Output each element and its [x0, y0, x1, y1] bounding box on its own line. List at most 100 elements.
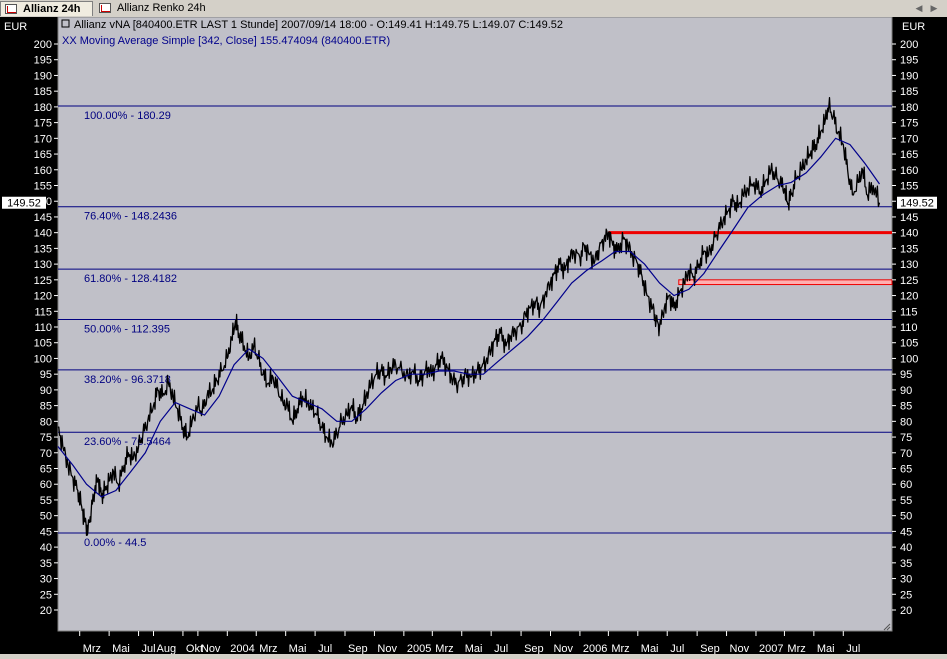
y-tick-label-right-60: 60 [900, 479, 912, 491]
y-tick-label-left-35: 35 [40, 558, 52, 570]
x-tick-label-25: Mrz [787, 643, 805, 654]
y-tick-label-right-80: 80 [900, 416, 912, 428]
x-tick-label-2: Jul [142, 643, 156, 654]
moving-average-line [57, 137, 880, 498]
fib-label-0: 100.00% - 180.29 [84, 110, 171, 122]
arrow-left-icon[interactable]: ◀ [915, 3, 923, 13]
y-tick-label-left-125: 125 [34, 275, 52, 287]
arrow-right-icon[interactable]: ▶ [930, 3, 938, 13]
x-tick-label-24: 2007 [759, 643, 783, 654]
last-price-label-right: 149.52 [900, 198, 934, 210]
x-tick-label-3: Aug [157, 643, 177, 654]
x-tick-label-4: Okt [186, 643, 203, 654]
y-tick-label-left-80: 80 [40, 416, 52, 428]
header-ma-info: XX Moving Average Simple [342, Close] 15… [62, 35, 390, 47]
y-tick-label-left-85: 85 [40, 401, 52, 413]
y-tick-label-right-40: 40 [900, 542, 912, 554]
x-tick-label-7: Mrz [259, 643, 277, 654]
header-price-info: Allianz vNA [840400.ETR LAST 1 Stunde] 2… [74, 19, 563, 31]
y-tick-label-right-170: 170 [900, 133, 918, 145]
y-tick-label-left-100: 100 [34, 353, 52, 365]
y-tick-label-left-200: 200 [34, 39, 52, 51]
y-tick-label-left-20: 20 [40, 605, 52, 617]
y-tick-label-left-50: 50 [40, 511, 52, 523]
y-tick-label-left-145: 145 [34, 212, 52, 224]
y-tick-label-left-180: 180 [34, 102, 52, 114]
resize-grip-icon[interactable] [883, 623, 891, 631]
fib-label-4: 38.20% - 96.3718 [84, 374, 171, 386]
y-tick-label-right-195: 195 [900, 55, 918, 67]
x-tick-label-8: Mai [289, 643, 307, 654]
x-tick-label-22: Sep [700, 643, 720, 654]
y-tick-label-left-185: 185 [34, 86, 52, 98]
y-tick-label-left-70: 70 [40, 448, 52, 460]
chart-frame: 100.00% - 180.29 76.40% - 148.2436 61.80% … [0, 16, 947, 655]
y-tick-label-left-30: 30 [40, 574, 52, 586]
y-tick-label-right-95: 95 [900, 369, 912, 381]
y-tick-label-left-95: 95 [40, 369, 52, 381]
plot-area[interactable] [57, 16, 893, 632]
y-tick-label-left-75: 75 [40, 432, 52, 444]
y-tick-label-left-140: 140 [34, 228, 52, 240]
y-tick-label-right-180: 180 [900, 102, 918, 114]
x-tick-label-16: Sep [524, 643, 544, 654]
y-tick-label-right-110: 110 [900, 322, 918, 334]
y-tick-label-left-135: 135 [34, 243, 52, 255]
y-tick-label-left-120: 120 [34, 291, 52, 303]
y-tick-label-right-165: 165 [900, 149, 918, 161]
y-tick-label-left-25: 25 [40, 589, 52, 601]
chart-icon [99, 3, 111, 13]
y-tick-label-right-90: 90 [900, 385, 912, 397]
price-chart[interactable]: 100.00% - 180.29 76.40% - 148.2436 61.80% … [0, 16, 947, 655]
y-tick-label-right-55: 55 [900, 495, 912, 507]
y-tick-label-left-160: 160 [34, 165, 52, 177]
currency-right: EUR [902, 21, 925, 33]
y-tick-label-right-185: 185 [900, 86, 918, 98]
tab-allianz-renko-24h[interactable]: Allianz Renko 24h [95, 1, 215, 16]
y-tick-label-left-195: 195 [34, 55, 52, 67]
x-tick-label-14: Mai [465, 643, 483, 654]
x-tick-label-5: Nov [201, 643, 221, 654]
x-tick-label-6: 2004 [230, 643, 254, 654]
y-tick-label-left-130: 130 [34, 259, 52, 271]
tab-allianz-24h[interactable]: Allianz 24h [0, 1, 93, 16]
y-tick-label-right-125: 125 [900, 275, 918, 287]
y-tick-label-right-75: 75 [900, 432, 912, 444]
y-tick-label-right-120: 120 [900, 291, 918, 303]
y-axis-right: 20 25 30 35 40 45 50 55 60 65 70 75 80 85 90 95 100 105 11… [892, 39, 918, 617]
x-tick-label-27: Jul [846, 643, 860, 654]
y-tick-label-right-200: 200 [900, 39, 918, 51]
y-tick-label-right-190: 190 [900, 70, 918, 82]
last-price-marker-right: 149.52 [897, 196, 937, 210]
x-tick-label-20: Mai [641, 643, 659, 654]
chart-icon [5, 4, 17, 14]
y-tick-label-left-155: 155 [34, 181, 52, 193]
y-tick-label-right-100: 100 [900, 353, 918, 365]
fib-label-1: 76.40% - 148.2436 [84, 211, 177, 223]
support-zone [678, 279, 893, 286]
x-tick-label-15: Jul [494, 643, 508, 654]
y-tick-label-right-70: 70 [900, 448, 912, 460]
y-tick-label-left-65: 65 [40, 464, 52, 476]
fib-label-6: 0.00% - 44.5 [84, 537, 146, 549]
x-tick-label-21: Jul [670, 643, 684, 654]
y-tick-label-right-155: 155 [900, 181, 918, 193]
y-tick-label-right-160: 160 [900, 165, 918, 177]
tab-bar: Allianz 24h Allianz Renko 24h ◀ ▶ [0, 0, 947, 18]
x-tick-label-11: Nov [377, 643, 397, 654]
last-price-marker-left: 149.52 [2, 196, 46, 210]
x-tick-label-0: Mrz [83, 643, 101, 654]
series-toggle-icon[interactable] [61, 19, 70, 28]
y-tick-label-right-135: 135 [900, 243, 918, 255]
y-axis-left: 20 25 30 35 40 45 50 55 60 65 70 75 80 85 90 95 100 105 11… [34, 39, 58, 617]
header-line-1: Allianz vNA [840400.ETR LAST 1 Stunde] 2… [61, 19, 563, 31]
y-tick-label-right-175: 175 [900, 118, 918, 130]
y-tick-label-right-45: 45 [900, 526, 912, 538]
fib-label-3: 50.00% - 112.395 [84, 323, 170, 335]
x-tick-label-10: Sep [348, 643, 368, 654]
tab-label: Allianz Renko 24h [117, 2, 206, 14]
y-tick-label-left-45: 45 [40, 526, 52, 538]
y-tick-label-left-90: 90 [40, 385, 52, 397]
y-tick-label-right-140: 140 [900, 228, 918, 240]
